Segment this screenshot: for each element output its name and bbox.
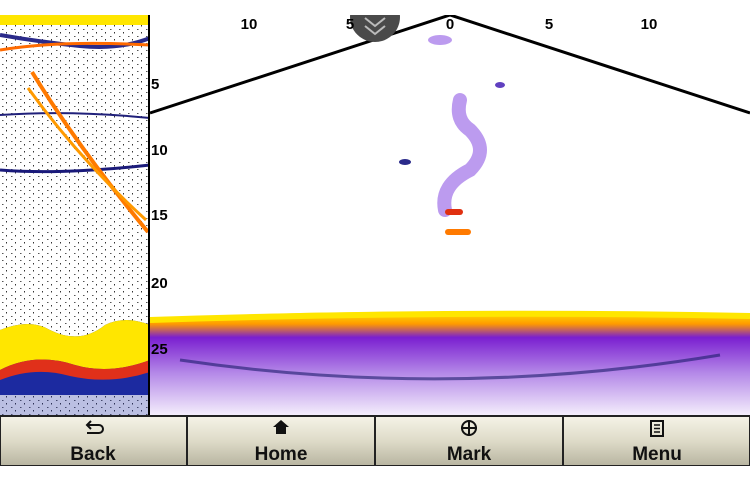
menu-button[interactable]: Menu — [564, 417, 749, 465]
range-label: 10 — [241, 16, 258, 33]
button-label: Menu — [632, 444, 682, 465]
home-button[interactable]: Home — [188, 417, 374, 465]
mark-button[interactable]: Mark — [376, 417, 562, 465]
depth-label: 20 — [151, 275, 168, 292]
range-label: 5 — [346, 16, 354, 33]
depth-label: 10 — [151, 142, 168, 159]
range-label: 10 — [641, 16, 658, 33]
live-view — [149, 0, 750, 415]
depth-label: 25 — [151, 341, 168, 358]
depth-label: 15 — [151, 207, 168, 224]
toolbar: Back Home Mark Menu — [0, 415, 750, 466]
button-label: Back — [70, 444, 116, 465]
range-label: 0 — [446, 16, 454, 33]
depth-label: 5 — [151, 76, 159, 93]
range-scale: 10 5 0 5 10 — [241, 16, 658, 33]
history-panel — [0, 15, 151, 415]
button-label: Mark — [447, 444, 492, 465]
back-button[interactable]: Back — [1, 417, 186, 465]
button-label: Home — [255, 444, 308, 465]
range-label: 5 — [545, 16, 553, 33]
depth-scale: 5 10 15 20 25 — [151, 76, 168, 358]
